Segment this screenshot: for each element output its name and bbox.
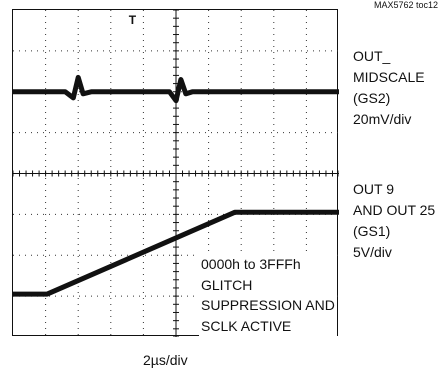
oscilloscope-screen: T [12,9,339,337]
figure-id: MAX5762 toc12 [373,0,438,10]
channel-2-label-line: AND OUT 25 [353,202,436,218]
channel-2-trace [13,209,339,297]
channel-1-label-line: 20mV/div [353,111,412,127]
annotation-line: 0000h to 3FFFh [201,256,301,272]
plot-annotation: 0000h to 3FFFh GLITCH SUPPRESSION AND SC… [199,254,337,336]
channel-2-label-line: 5V/div [353,244,392,260]
channel-1-label-line: (GS2) [353,90,391,106]
channel-1-label: OUT_ MIDSCALE (GS2) 20mV/div [353,46,425,130]
scope-plot: T [13,10,339,337]
channel-1-label-line: OUT_ [353,48,391,64]
channel-2-label: OUT 9 AND OUT 25 (GS1) 5V/div [353,179,435,263]
channel-2-label-line: (GS1) [353,223,391,239]
annotation-line: SCLK ACTIVE [201,317,292,334]
trigger-marker: T [129,13,137,27]
annotation-line: SUPPRESSION AND [201,297,335,313]
annotation-line: GLITCH [201,276,253,293]
channel-1-label-line: MIDSCALE [353,69,425,85]
x-axis-scale-label: 2µs/div [143,352,188,368]
channel-2-label-line: OUT 9 [353,181,394,197]
channel-1-trace [13,74,339,104]
